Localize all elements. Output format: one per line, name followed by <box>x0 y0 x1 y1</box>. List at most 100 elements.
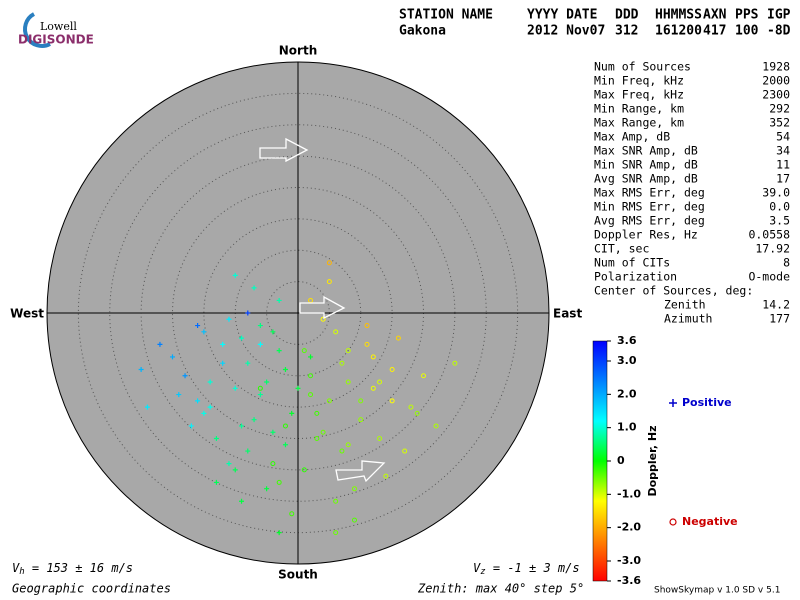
logo-swoosh <box>23 12 51 48</box>
stat-value: 14.2 <box>762 298 790 312</box>
source-point <box>351 517 357 523</box>
source-point <box>138 366 144 372</box>
source-point <box>289 410 295 416</box>
arrow <box>335 460 386 483</box>
source-point <box>421 373 426 379</box>
source-point <box>301 348 307 354</box>
header-label: STATION NAME <box>399 8 493 23</box>
source-point <box>308 354 314 360</box>
source-point <box>257 323 263 329</box>
source-point <box>339 448 345 454</box>
stat-label: Num of CITs <box>594 256 670 270</box>
stat-label: Polarization <box>594 270 677 284</box>
source-point <box>201 410 207 416</box>
stat-label: Min RMS Err, deg <box>594 200 705 214</box>
stat-label: CIT, sec <box>594 242 649 256</box>
source-point <box>433 423 439 429</box>
source-point <box>257 385 263 391</box>
stat-label: Zenith <box>664 298 706 312</box>
logo-bottom: DIGISONDE <box>18 33 94 47</box>
arrow <box>299 295 346 320</box>
source-point <box>207 379 213 385</box>
stat-label: Max Freq, kHz <box>594 88 684 102</box>
legend-label: Positive <box>682 396 732 409</box>
header-value: 312 <box>615 24 638 39</box>
stat-value: 2300 <box>762 88 790 102</box>
source-point <box>314 410 320 416</box>
stat-value: 292 <box>769 102 790 116</box>
stat-value: 8 <box>783 256 790 270</box>
stat-value: 352 <box>769 116 790 130</box>
stat-value: 1928 <box>762 60 790 74</box>
source-point <box>232 385 238 391</box>
source-point <box>414 410 420 416</box>
direction-label: South <box>278 568 318 582</box>
header-value: 2012 Nov07 <box>527 24 605 39</box>
source-point <box>176 392 182 398</box>
source-point <box>226 316 232 322</box>
stat-value: 17 <box>776 172 790 186</box>
source-point <box>264 486 270 492</box>
source-point <box>358 417 364 423</box>
velocity-text: = 153 ± 16 m/s <box>25 561 133 575</box>
source-point <box>251 417 257 423</box>
header-value: 417 <box>703 24 726 39</box>
colorbar-tick-label: 3.0 <box>617 354 637 367</box>
stat-value: 11 <box>776 158 790 172</box>
source-point <box>239 335 245 341</box>
stat-value: 3.5 <box>769 214 790 228</box>
stat-label: Avg SNR Amp, dB <box>594 172 698 186</box>
stat-value: 17.92 <box>755 242 790 256</box>
source-point <box>326 279 332 285</box>
stat-value: 0.0558 <box>748 228 790 242</box>
arrow <box>259 137 309 163</box>
velocity-sub: z <box>480 567 485 577</box>
source-point <box>257 341 263 347</box>
source-point <box>333 329 339 335</box>
colorbar-label: Doppler, Hz <box>646 425 659 496</box>
source-point <box>232 272 238 278</box>
source-point <box>157 341 163 347</box>
legend-label: Negative <box>682 515 738 528</box>
stat-label: Min Range, km <box>594 102 684 116</box>
header-value: -8D <box>767 24 791 39</box>
source-point <box>213 479 219 485</box>
source-point <box>326 398 332 404</box>
stat-heading: Center of Sources, deg: <box>594 284 753 298</box>
source-point <box>345 442 351 448</box>
source-point <box>389 398 395 404</box>
header-value: 161200 <box>655 24 702 39</box>
source-point <box>220 360 226 366</box>
source-point <box>251 285 257 291</box>
stat-value: 39.0 <box>762 186 790 200</box>
source-point <box>383 473 389 479</box>
header-label: AXN <box>703 8 727 23</box>
source-point <box>270 461 276 467</box>
stat-value: 0.0 <box>769 200 790 214</box>
source-point <box>245 448 251 454</box>
source-point <box>144 404 150 410</box>
version-note: ShowSkymap v 1.0 SD v 5.1 <box>654 586 780 596</box>
source-point <box>182 373 188 379</box>
header-label: DDD <box>615 8 639 23</box>
velocity: Vh = 153 ± 16 m/s <box>12 561 133 577</box>
source-point <box>245 360 251 366</box>
source-point <box>245 310 251 316</box>
source-point <box>314 436 320 441</box>
source-point <box>276 479 282 485</box>
colorbar-tick-label: 1.0 <box>617 421 637 434</box>
source-point <box>452 360 458 366</box>
source-point <box>333 498 339 504</box>
source-point <box>333 530 339 536</box>
source-point <box>170 354 175 360</box>
source-point <box>370 354 376 360</box>
source-point <box>213 436 219 441</box>
source-point <box>226 461 232 467</box>
side-panel: Num of Sources 1928 Min Freq, kHz 2000 Max F… <box>592 60 790 587</box>
legend-marker <box>669 518 677 526</box>
source-point <box>351 486 357 492</box>
colorbar-tick-label: -3.6 <box>617 574 641 587</box>
stat-value: 177 <box>769 312 790 326</box>
source-point <box>301 467 307 473</box>
